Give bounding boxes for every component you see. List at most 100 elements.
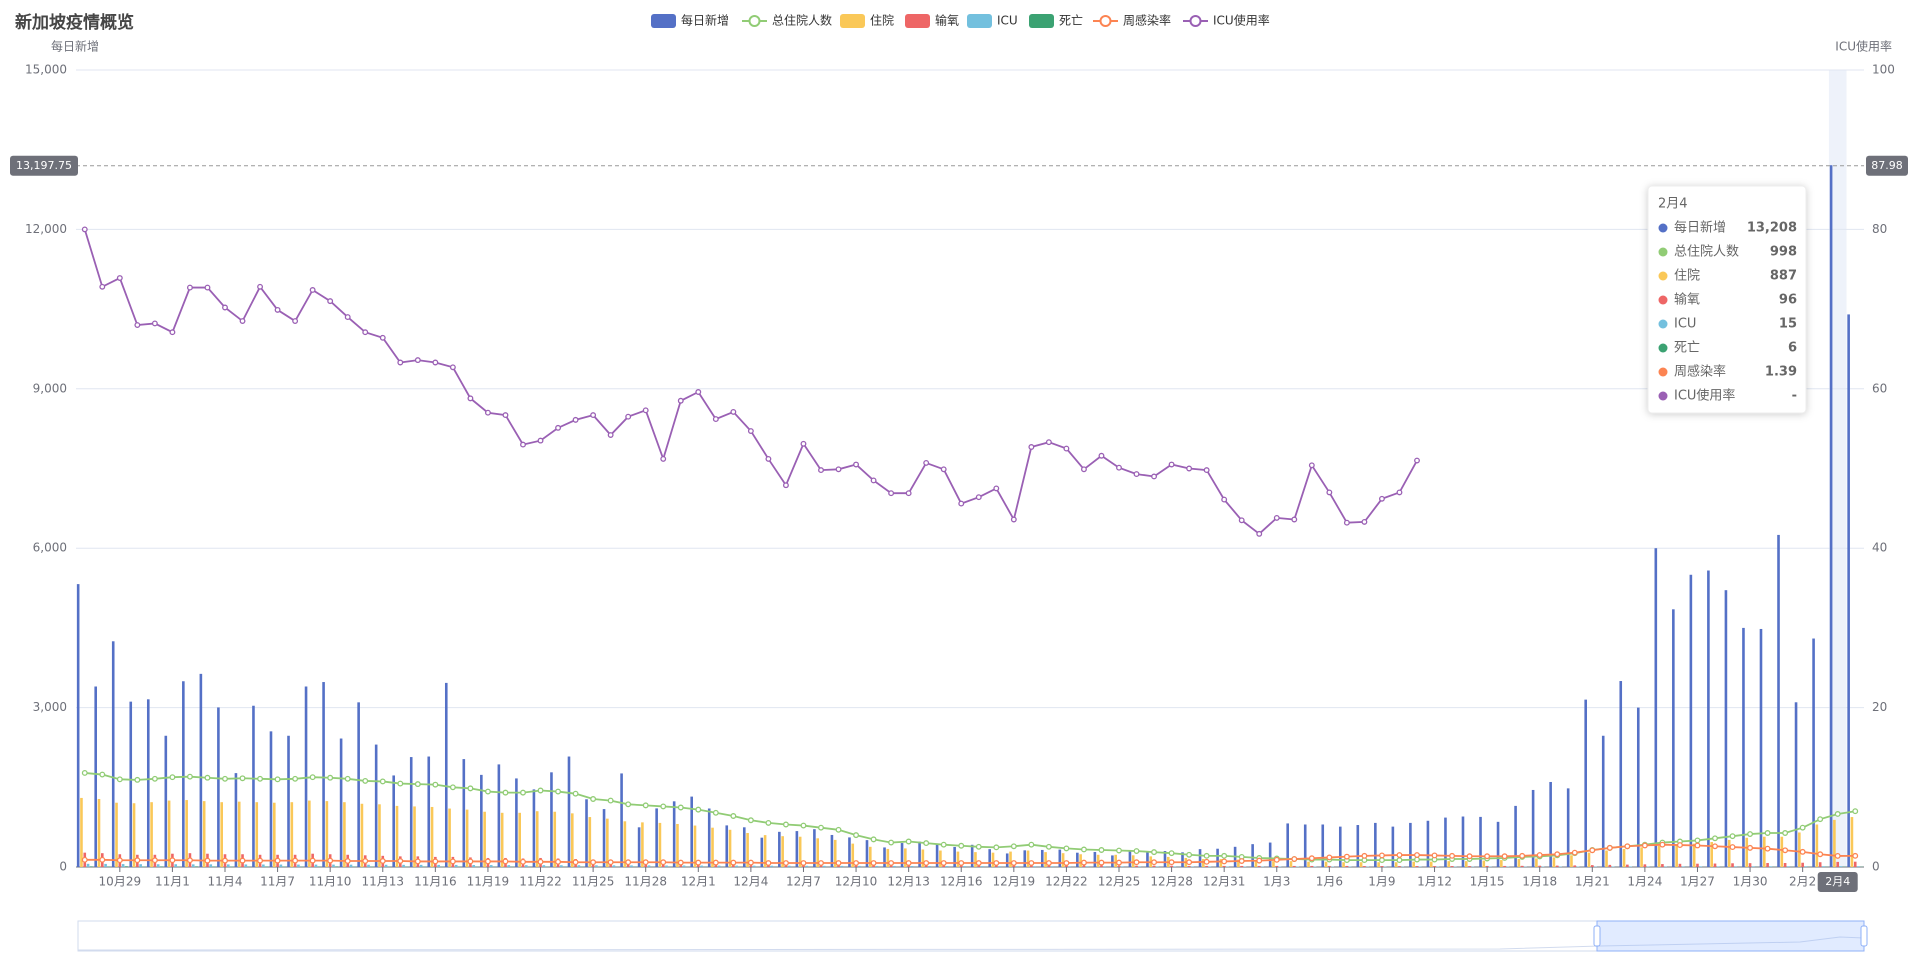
y2-tick-label: 80 — [1872, 222, 1887, 236]
legend-label: 周感染率 — [1123, 13, 1171, 28]
x-tick-label: 1月6 — [1316, 875, 1343, 889]
line-point — [1747, 831, 1754, 838]
line-point — [1343, 519, 1350, 526]
line-point — [204, 774, 211, 781]
bar — [760, 837, 764, 867]
bar — [367, 864, 370, 867]
bar — [1146, 852, 1149, 867]
bar — [392, 775, 395, 867]
line-point — [782, 821, 789, 828]
line-point — [1308, 855, 1315, 862]
bar — [868, 846, 872, 867]
bar — [980, 866, 984, 867]
line-point — [1098, 859, 1105, 866]
bar — [1584, 699, 1587, 867]
line-point — [940, 466, 947, 473]
bar — [928, 865, 931, 867]
bar — [1198, 849, 1202, 867]
bar — [1742, 627, 1745, 867]
line-point — [1238, 517, 1245, 524]
bar — [1678, 863, 1682, 867]
line-point — [1764, 845, 1771, 852]
line-point — [414, 858, 421, 865]
bar — [360, 803, 364, 867]
tooltip-value: 887 — [1770, 269, 1797, 284]
bar — [535, 811, 539, 867]
bar — [1847, 314, 1850, 867]
line-point — [116, 275, 123, 281]
bar — [725, 825, 729, 867]
pointer-label-box — [10, 155, 78, 176]
line-point — [800, 860, 807, 866]
bar — [129, 701, 133, 867]
datazoom-handle[interactable] — [1860, 925, 1868, 947]
line-point — [1080, 859, 1087, 866]
line-point — [520, 441, 526, 448]
tooltip-name: 周感染率 — [1674, 364, 1726, 380]
bar — [1093, 851, 1097, 867]
bar — [1619, 681, 1623, 867]
bar — [1377, 862, 1380, 867]
bar — [787, 865, 791, 867]
line-point — [1536, 852, 1543, 858]
x-tick-label: 11月19 — [467, 875, 510, 889]
bar — [1040, 849, 1044, 867]
bar — [1342, 862, 1345, 867]
bar — [1468, 866, 1471, 867]
line-point — [1378, 495, 1385, 502]
bar — [146, 699, 150, 867]
x-tick-label: 1月12 — [1417, 875, 1452, 889]
line-point — [1571, 849, 1578, 856]
line-point — [1080, 846, 1087, 853]
tooltip-title: 2月4 — [1658, 197, 1688, 212]
bar — [1587, 852, 1591, 867]
bar — [1496, 821, 1500, 867]
line-point — [1589, 847, 1596, 854]
bar — [1254, 860, 1258, 867]
legend-icon — [651, 14, 676, 28]
x-tick-label: 12月19 — [993, 875, 1036, 889]
bar — [182, 681, 185, 867]
line-point — [660, 455, 667, 462]
bar — [1850, 817, 1854, 867]
datazoom-handle[interactable] — [1593, 925, 1601, 947]
bar — [314, 864, 318, 867]
line-point — [695, 806, 702, 813]
bar — [335, 866, 339, 867]
line-point — [1799, 848, 1806, 855]
bar — [325, 801, 329, 867]
bar — [735, 865, 738, 867]
x-tick-label: 12月25 — [1098, 875, 1141, 889]
line-point — [712, 809, 719, 816]
line-point — [239, 857, 246, 864]
bar — [1836, 861, 1840, 867]
line-point — [1098, 452, 1105, 459]
line-point — [607, 859, 614, 866]
legend-icon — [967, 14, 992, 28]
line-point — [1221, 496, 1228, 503]
bar — [139, 864, 142, 867]
bar — [1727, 839, 1731, 867]
bar — [252, 705, 255, 867]
line-point — [274, 776, 281, 783]
line-point — [958, 500, 965, 507]
bar — [115, 802, 118, 867]
bar — [1012, 865, 1016, 867]
x-tick-label: 11月4 — [208, 875, 243, 889]
x-tick-label: 1月27 — [1680, 875, 1715, 889]
line-point — [660, 859, 667, 866]
line-point — [1834, 852, 1841, 859]
line-point — [1116, 464, 1122, 471]
legend-label: 死亡 — [1059, 14, 1083, 28]
line-point — [467, 858, 474, 865]
bar — [886, 848, 890, 867]
line-point — [1484, 853, 1491, 860]
bar — [542, 865, 546, 867]
bar — [244, 864, 248, 867]
bar — [349, 864, 353, 867]
line — [84, 772, 1856, 861]
bar — [1608, 864, 1612, 867]
bar — [304, 686, 308, 867]
line-point — [362, 329, 369, 336]
legend-label: 住院 — [870, 14, 894, 28]
